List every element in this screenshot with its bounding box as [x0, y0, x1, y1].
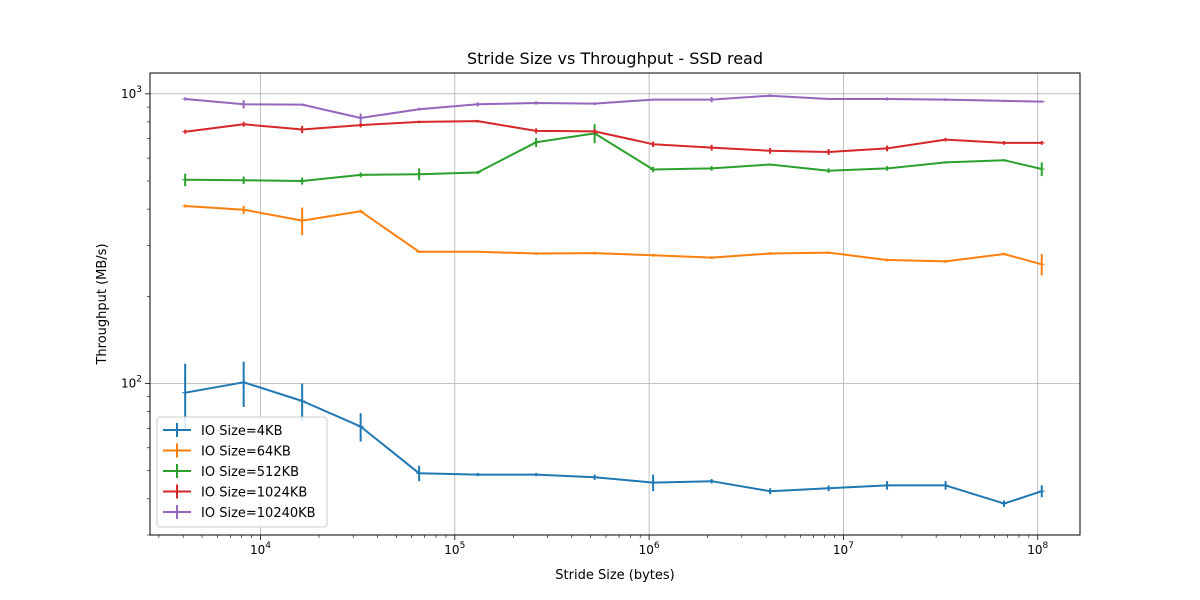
legend-label: IO Size=64KB — [201, 445, 291, 460]
series-group — [182, 124, 1045, 187]
legend-label: IO Size=4KB — [201, 424, 283, 439]
legend-label: IO Size=1024KB — [201, 486, 307, 501]
series-group — [182, 119, 1045, 155]
x-tick-label: 107 — [833, 541, 854, 557]
series-line — [185, 132, 1042, 182]
legend: IO Size=4KB IO Size=64KB IO Size=512KB IO S… — [156, 416, 328, 528]
series-line — [185, 381, 1043, 505]
x-tick-label: 104 — [250, 541, 271, 557]
series-layer — [182, 94, 1045, 507]
axis-ticks: 104 105 106 107 108 102 103 — [121, 85, 1049, 557]
y-tick-label: 103 — [121, 85, 142, 101]
plot-area-frame — [149, 72, 1081, 536]
series-line — [185, 205, 1042, 266]
series-group — [182, 204, 1045, 276]
series-line — [185, 94, 1042, 119]
legend-label: IO Size=10240KB — [201, 506, 316, 521]
x-tick-label: 105 — [444, 541, 465, 557]
y-axis-label: Throughput (MB/s) — [95, 243, 110, 365]
series-group — [182, 94, 1045, 123]
x-tick-label: 106 — [639, 541, 660, 557]
legend-box — [156, 416, 328, 528]
y-tick-label: 102 — [121, 375, 142, 391]
chart-title: Stride Size vs Throughput - SSD read — [467, 49, 763, 68]
grid — [150, 73, 1080, 535]
x-axis-label: Stride Size (bytes) — [555, 568, 674, 583]
series-line — [185, 120, 1042, 153]
x-tick-label: 108 — [1027, 541, 1048, 557]
series-group — [182, 361, 1045, 507]
legend-label: IO Size=512KB — [201, 465, 299, 480]
